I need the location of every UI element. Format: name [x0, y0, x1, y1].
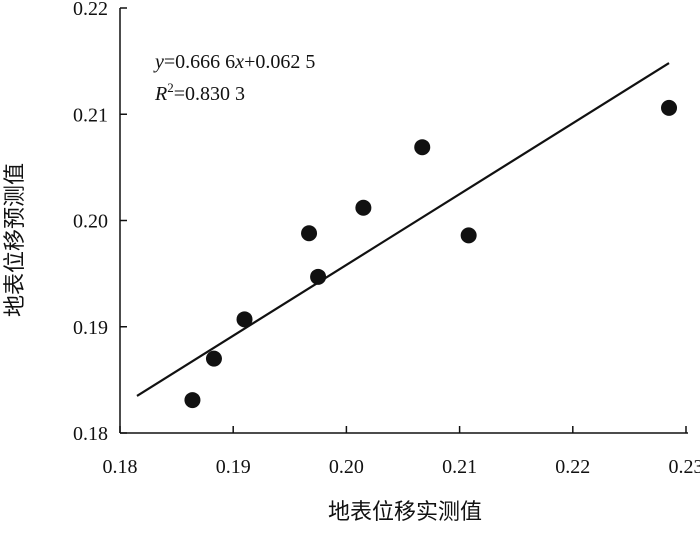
x-tick-label: 0.19 [216, 456, 251, 478]
y-tick-label: 0.18 [73, 423, 108, 445]
data-points [184, 99, 678, 409]
y-axis-title: 地表位移预测值 [3, 163, 28, 317]
data-point [205, 350, 222, 367]
y-tick-label: 0.19 [73, 317, 108, 339]
x-axis-ticks: 0.18 0.19 0.20 0.21 0.22 0.23 [103, 426, 700, 478]
data-point [355, 199, 372, 216]
x-tick-label: 0.18 [103, 456, 138, 478]
data-point [301, 225, 318, 242]
fit-line [136, 62, 670, 397]
x-axis-title: 地表位移实测值 [328, 500, 482, 525]
x-tick-label: 0.23 [669, 456, 700, 478]
x-tick-label: 0.22 [555, 456, 590, 478]
y-tick-label: 0.20 [73, 211, 108, 233]
data-point [310, 268, 327, 285]
data-point [661, 99, 678, 116]
data-point [414, 139, 431, 156]
data-point [236, 311, 253, 328]
fit-line-group [136, 62, 670, 397]
x-tick-label: 0.20 [329, 456, 364, 478]
regression-equation: y=0.666 6x+0.062 5 [153, 51, 315, 73]
y-tick-label: 0.22 [73, 0, 108, 20]
y-tick-label: 0.21 [73, 104, 108, 126]
y-axis-ticks: 0.18 0.19 0.20 0.21 0.22 [73, 0, 127, 445]
x-tick-label: 0.21 [442, 456, 477, 478]
data-point [184, 392, 201, 409]
data-point [460, 227, 477, 244]
r-squared-label: R2=0.830 3 [154, 80, 245, 105]
